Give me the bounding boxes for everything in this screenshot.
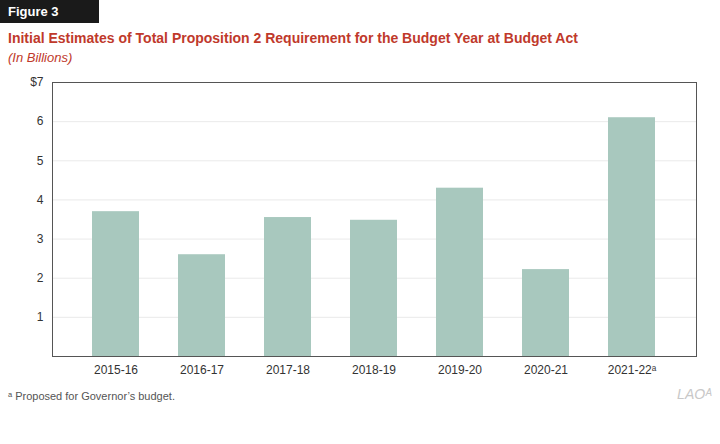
svg-text:5: 5 [37, 154, 44, 168]
svg-text:2018-19: 2018-19 [352, 363, 396, 377]
svg-text:2017-18: 2017-18 [266, 363, 310, 377]
svg-text:2: 2 [37, 271, 44, 285]
svg-text:6: 6 [37, 114, 44, 128]
html-text:LAOᴬ: LAOᴬ [677, 386, 712, 402]
svg-text:2021-22ᵃ: 2021-22ᵃ [608, 363, 657, 377]
svg-text:2016-17: 2016-17 [180, 363, 224, 377]
html-text:Initial Estimates of Total Pro: Initial Estimates of Total Proposition 2… [8, 30, 578, 46]
svg-text:4: 4 [37, 193, 44, 207]
svg-text:1: 1 [37, 310, 44, 324]
svg-text:3: 3 [37, 232, 44, 246]
html-text:Figure 3: Figure 3 [8, 4, 59, 19]
html-text:ᵃ Proposed for Governor’s budg: ᵃ Proposed for Governor’s budget. [8, 390, 175, 402]
svg-text:2015-16: 2015-16 [94, 363, 138, 377]
html-text:(In Billions): (In Billions) [8, 50, 73, 65]
svg-text:2020-21: 2020-21 [524, 363, 568, 377]
svg-text:$7: $7 [30, 75, 44, 89]
svg-text:2019-20: 2019-20 [438, 363, 482, 377]
